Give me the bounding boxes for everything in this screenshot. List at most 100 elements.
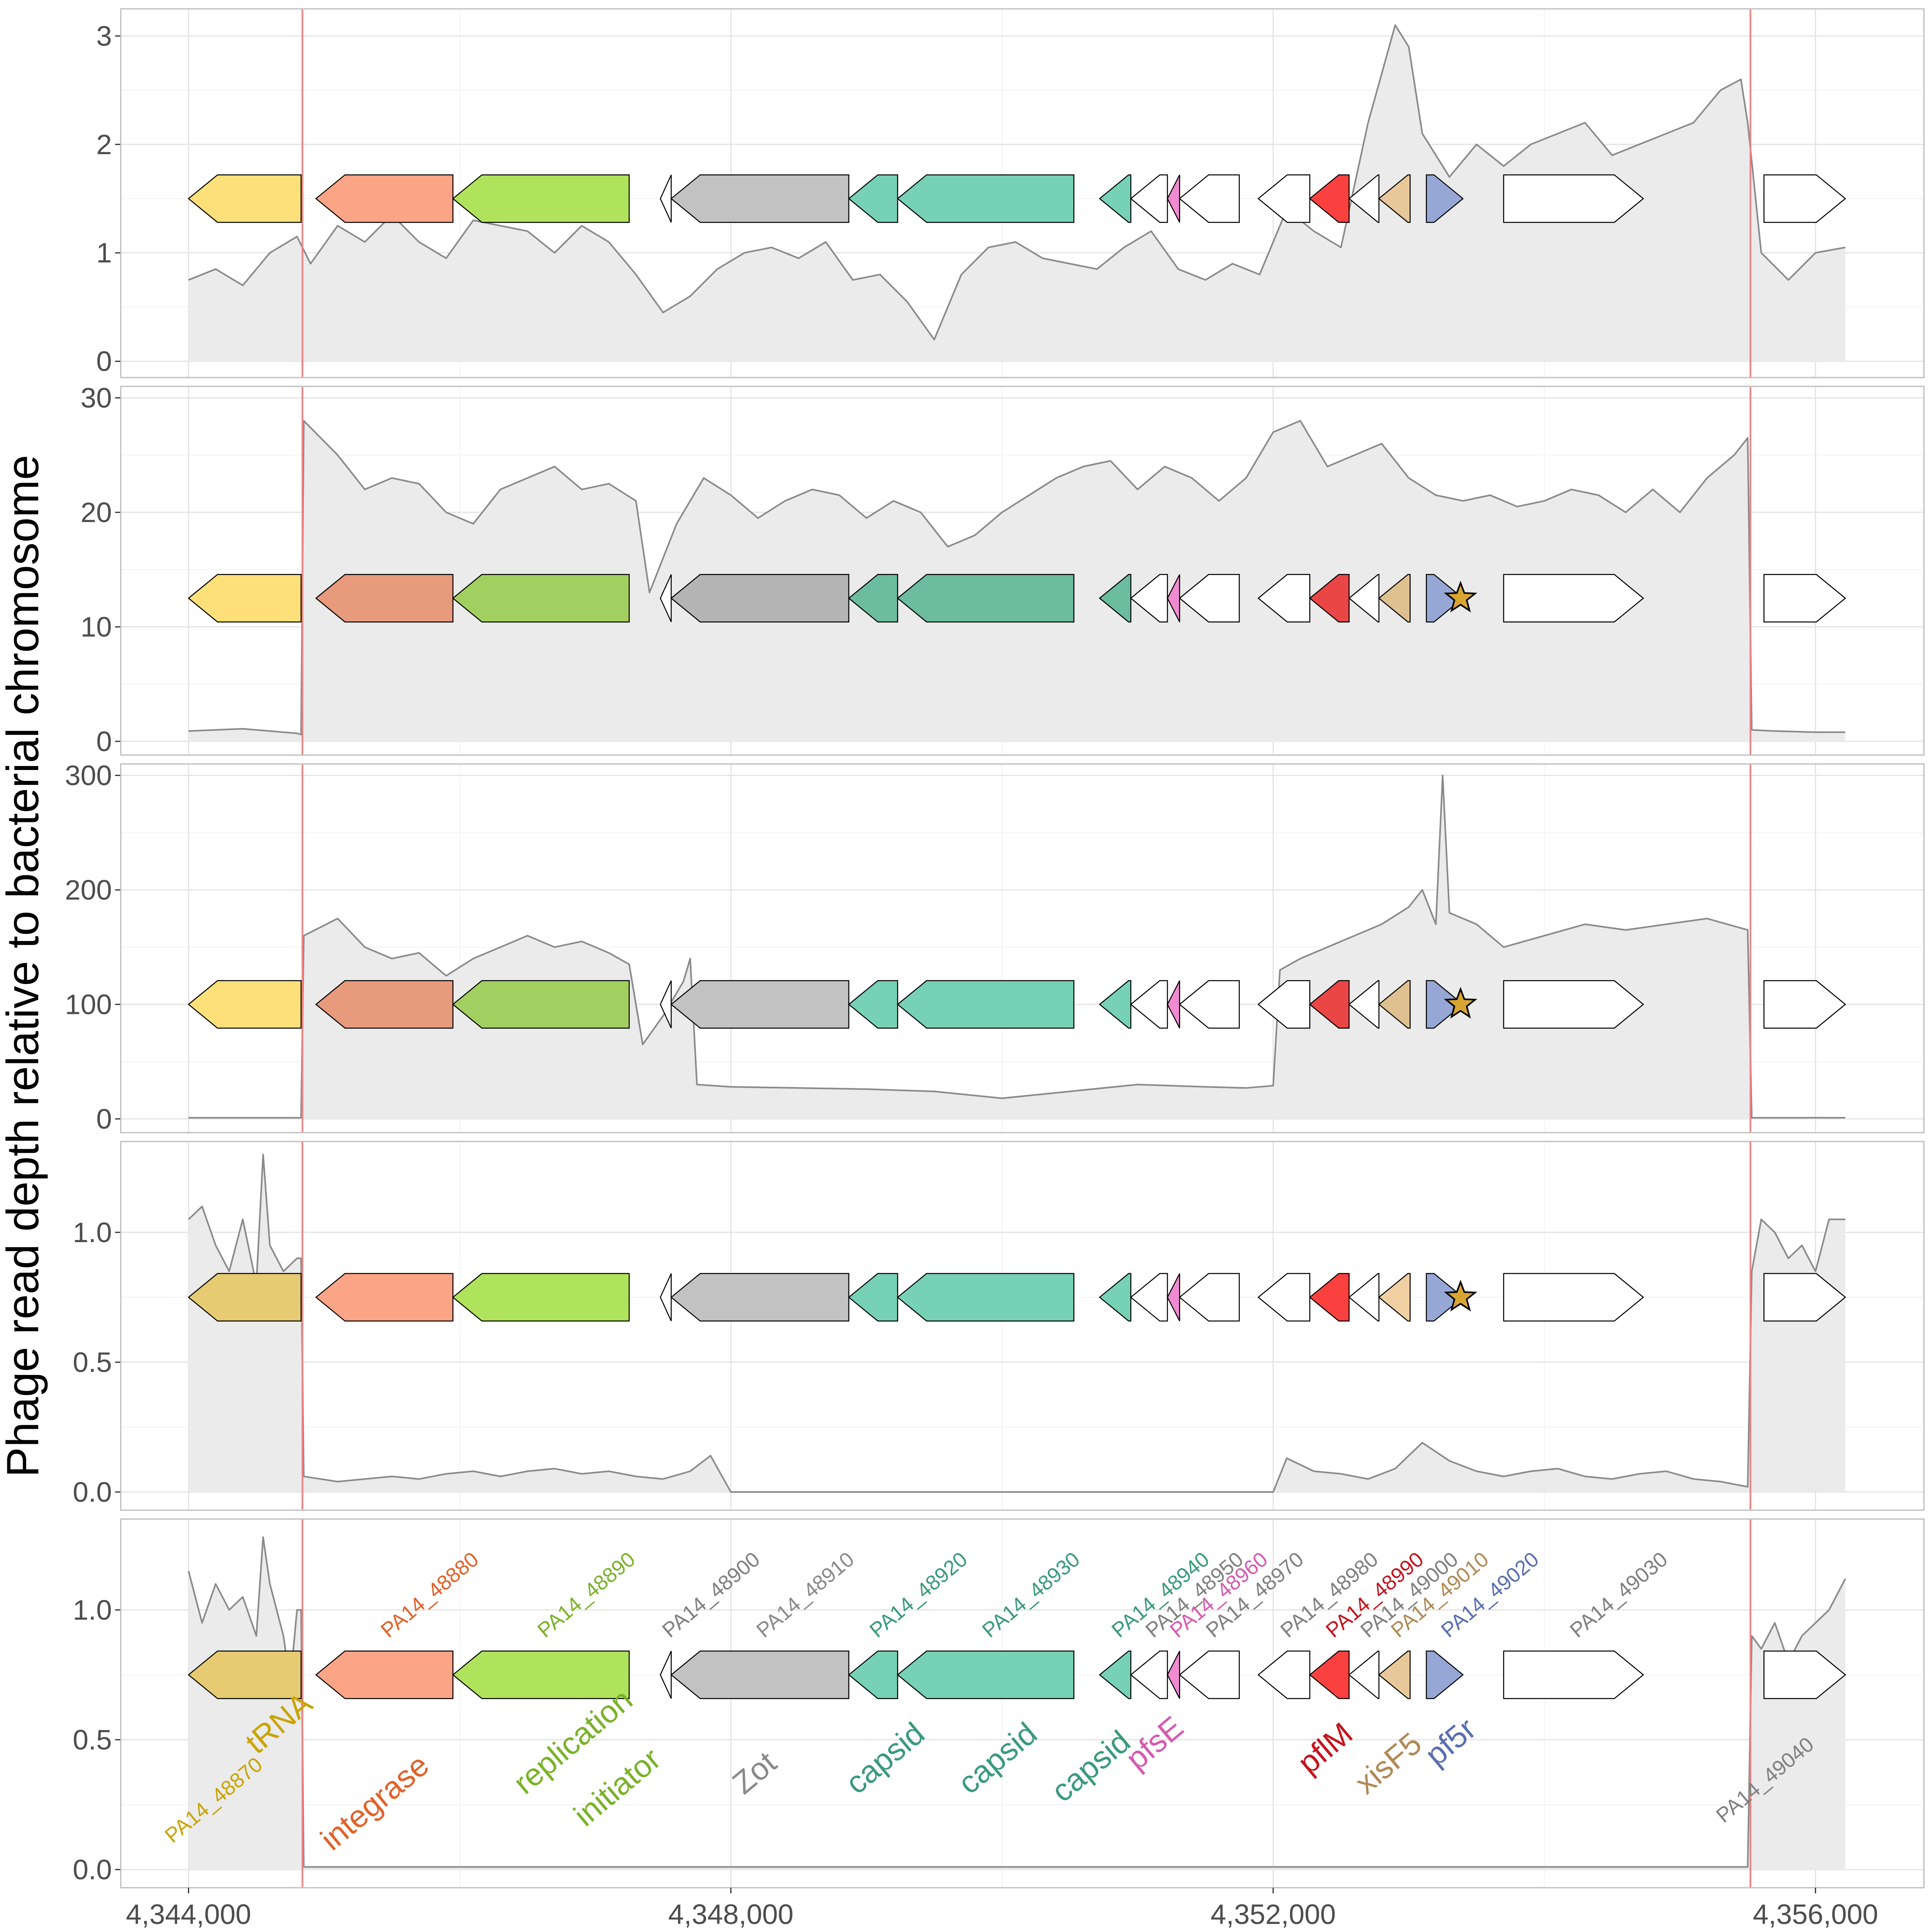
- y-tick-label: 100: [65, 989, 112, 1020]
- gene-arrow-pa14_48980: [1257, 1273, 1311, 1322]
- gene-arrow-pa14_48960: [1167, 980, 1180, 1028]
- gene-id-label: PA14_48930: [978, 1548, 1084, 1642]
- panel-4: 0.0 0.5 1.0: [73, 1141, 1925, 1511]
- gene-arrow-pa14_49020: [1426, 1650, 1464, 1699]
- gene-arrow-pa14_48970: [1179, 1273, 1240, 1322]
- gene-arrow-pa14_48880: [315, 1273, 454, 1322]
- gene-id-label: PA14_48890: [533, 1548, 640, 1642]
- gene-id-label: PA14_48910: [752, 1548, 859, 1642]
- y-tick-label: 10: [80, 611, 112, 642]
- gene-arrow-pa14_48930: [897, 1650, 1075, 1699]
- depth-area: [188, 775, 1845, 1119]
- gene-arrow-pa14_48870: [188, 980, 302, 1029]
- gene-arrow-pa14_49020: [1426, 1273, 1464, 1322]
- gene-id-label: PA14_48920: [865, 1548, 972, 1642]
- depth-line: [188, 24, 1845, 341]
- gene-arrow-pa14_48930: [897, 574, 1075, 623]
- y-tick-label: 0: [96, 726, 112, 757]
- gene-arrow-pa14_49040: [1763, 574, 1846, 623]
- gene-id-label: PA14_49030: [1566, 1548, 1672, 1642]
- gene-product-label: xisF5: [1348, 1726, 1428, 1801]
- gene-arrow-pa14_49020: [1426, 174, 1464, 223]
- gene-product-label: integrase: [314, 1747, 436, 1857]
- gene-arrow-pa14_49010: [1378, 1650, 1411, 1699]
- gene-arrow-pa14_48980: [1257, 1650, 1311, 1699]
- y-tick-label: 1.0: [73, 1594, 112, 1626]
- depth-area: [188, 25, 1845, 361]
- gene-arrow-pa14_48980: [1257, 174, 1311, 223]
- gene-arrow-pa14_48900: [660, 174, 672, 223]
- y-axis-title: Phage read depth relative to bacterial c…: [0, 455, 48, 1477]
- gene-product-label: Zot: [726, 1744, 783, 1801]
- gene-arrow-pa14_48910: [670, 1273, 850, 1322]
- gene-arrow-pa14_49010: [1378, 574, 1411, 623]
- panel-3: 0 100 200 300: [65, 760, 1925, 1135]
- gene-arrow-pa14_49020: [1426, 980, 1464, 1029]
- gene-arrow-pa14_48990: [1309, 1650, 1350, 1699]
- gene-product-label: capsid: [1044, 1724, 1137, 1809]
- y-tick-label: 0: [96, 1103, 112, 1135]
- x-tick-label: 4,344,000: [126, 1899, 251, 1930]
- gene-arrow-pa14_48910: [670, 980, 850, 1029]
- gene-arrow-pa14_48880: [315, 980, 454, 1029]
- gene-arrow-pa14_49010: [1378, 174, 1411, 223]
- gene-arrow-pa14_49040: [1763, 1273, 1846, 1322]
- gene-arrow-pa14_48890: [452, 174, 630, 223]
- depth-line: [188, 1536, 1846, 1868]
- y-tick-label: 0.5: [73, 1724, 112, 1755]
- gene-arrow-pa14_48940: [1099, 174, 1131, 223]
- gene-arrow-pa14_48950: [1130, 1273, 1168, 1322]
- star-marker: [1444, 987, 1478, 1019]
- gene-arrow-pa14_49040: [1763, 1650, 1846, 1699]
- gene-arrow-pa14_49010: [1378, 980, 1411, 1029]
- gene-arrow-pa14_48960: [1167, 1273, 1180, 1321]
- star-marker: [1444, 1280, 1478, 1312]
- gene-arrow-pa14_48900: [660, 1651, 672, 1699]
- x-tick-label: 4,348,000: [668, 1899, 793, 1930]
- depth-line: [188, 1154, 1845, 1493]
- x-tick-label: 4,352,000: [1210, 1899, 1335, 1930]
- y-tick-label: 300: [65, 760, 112, 791]
- gene-product-label: pfsE: [1119, 1709, 1190, 1777]
- gene-arrow-pa14_48910: [670, 574, 850, 623]
- gene-arrow-pa14_48950: [1130, 174, 1168, 223]
- gene-arrow-pa14_48970: [1179, 174, 1240, 223]
- gene-product-label: capsid: [839, 1715, 931, 1801]
- gene-arrow-pa14_48960: [1167, 174, 1180, 223]
- gene-product-label: pf5r: [1418, 1711, 1483, 1773]
- gene-arrow-pa14_49030: [1503, 1273, 1644, 1322]
- gene-arrow-pa14_48930: [897, 174, 1075, 223]
- gene-arrow-pa14_49030: [1503, 1650, 1644, 1699]
- gene-arrow-pa14_48990: [1309, 1273, 1350, 1322]
- gene-arrow-pa14_48920: [848, 174, 898, 223]
- gene-arrow-pa14_48970: [1179, 1650, 1240, 1699]
- y-tick-label: 0: [96, 346, 112, 377]
- gene-arrow-pa14_49020: [1426, 574, 1464, 623]
- gene-arrow-pa14_48870: [188, 574, 302, 623]
- gene-arrow-pa14_48890: [452, 980, 630, 1029]
- gene-arrow-pa14_48950: [1130, 1650, 1168, 1699]
- gene-arrow-pa14_48870: [188, 1273, 302, 1322]
- panel-border: [120, 1518, 1925, 1889]
- gene-arrow-pa14_48880: [315, 574, 454, 623]
- gene-arrow-pa14_48940: [1099, 1650, 1131, 1699]
- gene-arrow-pa14_49000: [1348, 1650, 1380, 1699]
- y-tick-label: 1.0: [73, 1217, 112, 1248]
- gene-arrow-pa14_48960: [1167, 1651, 1180, 1699]
- gene-arrow-pa14_48990: [1309, 174, 1350, 223]
- gene-arrow-pa14_48940: [1099, 980, 1131, 1029]
- gene-id-label: PA14_48880: [377, 1548, 483, 1642]
- gene-arrow-pa14_48950: [1130, 980, 1168, 1029]
- gene-arrow-pa14_48970: [1179, 574, 1240, 623]
- gene-arrow-pa14_48940: [1099, 1273, 1131, 1322]
- y-tick-label: 0.0: [73, 1854, 112, 1885]
- gene-arrow-pa14_48930: [897, 1273, 1075, 1322]
- gene-arrow-pa14_48890: [452, 574, 630, 623]
- y-tick-label: 200: [65, 874, 112, 906]
- gene-id-label: PA14_48900: [658, 1548, 765, 1642]
- gene-arrow-pa14_48880: [315, 1650, 454, 1699]
- gene-arrow-pa14_48920: [848, 1650, 898, 1699]
- gene-arrow-pa14_48930: [897, 980, 1075, 1029]
